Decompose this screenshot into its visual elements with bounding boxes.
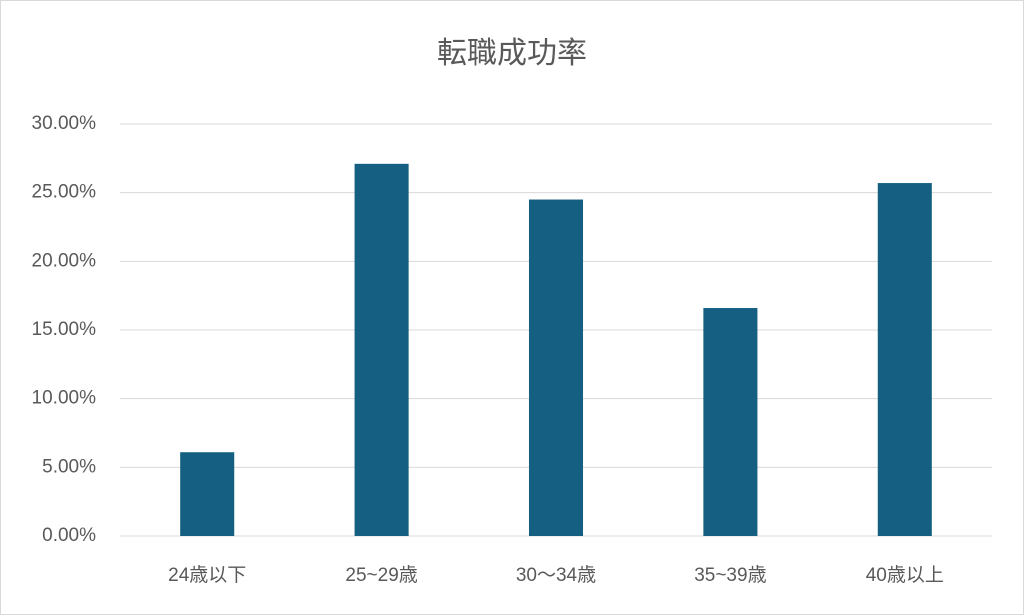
x-tick-label: 35~39歳: [694, 564, 766, 586]
y-tick-label: 25.00%: [32, 182, 97, 203]
chart-title: 転職成功率: [437, 37, 587, 70]
x-tick-label: 40歳以上: [866, 564, 944, 586]
y-tick-label: 0.00%: [42, 525, 96, 546]
bar: [528, 199, 584, 537]
bar: [877, 183, 932, 536]
bar: [180, 452, 235, 536]
y-tick-label: 10.00%: [32, 388, 97, 409]
bar: [354, 163, 409, 536]
x-tick-label: 24歳以下: [168, 564, 246, 586]
y-tick-label: 30.00%: [32, 113, 97, 134]
x-tick-label: 30～34歳: [516, 564, 596, 586]
y-tick-label: 5.00%: [42, 456, 96, 477]
y-tick-label: 20.00%: [32, 250, 97, 271]
bar: [703, 308, 758, 536]
x-tick-label: 25~29歳: [345, 564, 417, 586]
y-tick-label: 15.00%: [32, 319, 97, 340]
